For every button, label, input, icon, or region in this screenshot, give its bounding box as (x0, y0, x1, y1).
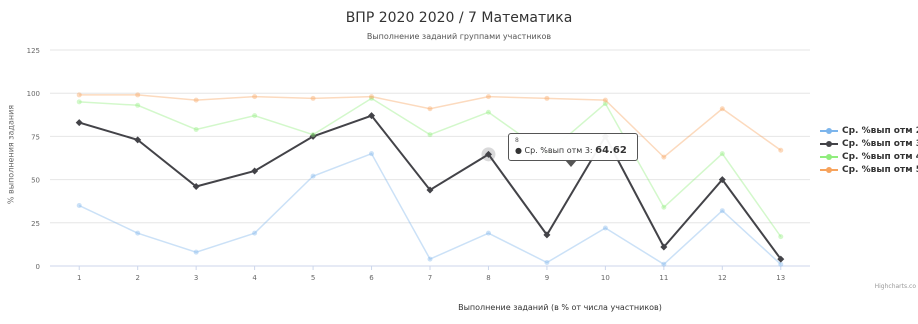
data-point (719, 106, 725, 112)
data-point (369, 94, 375, 100)
data-point (778, 234, 784, 240)
tooltip-label: Ср. %вып отм 3: (524, 146, 593, 155)
data-point (368, 112, 376, 120)
data-point (602, 101, 608, 107)
legend-label: Ср. %вып отм 2 (842, 125, 918, 136)
legend-item-4[interactable]: Ср. %вып отм 5 (820, 163, 918, 176)
data-point (543, 231, 551, 239)
data-point (192, 183, 200, 191)
data-point (252, 94, 258, 100)
x-tick-label: 5 (311, 274, 315, 282)
data-point (427, 256, 433, 262)
legend-label: Ср. %вып отм 3 (842, 138, 918, 149)
legend-item-2[interactable]: Ср. %вып отм 3 (820, 137, 918, 150)
data-point (719, 151, 725, 157)
legend-marker-icon (820, 139, 838, 149)
data-point (718, 176, 726, 184)
data-point (427, 132, 433, 138)
data-point (778, 261, 784, 267)
data-point (544, 95, 550, 101)
data-point (75, 119, 83, 127)
x-tick-label: 6 (369, 274, 374, 282)
data-point (193, 126, 199, 132)
legend-marker-icon (820, 165, 838, 175)
data-point (485, 230, 491, 236)
data-point (485, 109, 491, 115)
data-point (134, 136, 142, 144)
y-tick-label: 100 (27, 90, 40, 98)
data-point (369, 151, 375, 157)
data-point (76, 99, 82, 105)
data-point (310, 132, 316, 138)
data-point (310, 95, 316, 101)
data-point (719, 208, 725, 214)
data-point (310, 173, 316, 179)
legend-marker-icon (820, 126, 838, 136)
x-tick-label: 12 (718, 274, 727, 282)
data-point (427, 106, 433, 112)
data-point (369, 95, 375, 101)
data-point (309, 132, 317, 140)
tooltip-value: 64.62 (595, 145, 627, 156)
data-point (76, 203, 82, 209)
legend-marker-icon (820, 152, 838, 162)
x-tick-label: 10 (601, 274, 610, 282)
tooltip-row: ● Ср. %вып отм 3: 64.62 (515, 145, 631, 157)
data-point (660, 243, 668, 251)
y-tick-label: 50 (31, 177, 40, 185)
data-point (76, 92, 82, 98)
data-point (426, 186, 434, 194)
data-point (661, 204, 667, 210)
data-point (602, 97, 608, 103)
data-point (778, 147, 784, 153)
data-point (777, 255, 785, 263)
legend-item-3[interactable]: Ср. %вып отм 4 (820, 150, 918, 163)
tooltip-x: 8 (515, 137, 519, 144)
x-tick-label: 13 (776, 274, 785, 282)
y-tick-label: 0 (36, 263, 40, 271)
data-point (661, 154, 667, 160)
chart-title: ВПР 2020 2020 / 7 Математика (345, 10, 573, 26)
x-tick-label: 9 (545, 274, 549, 282)
data-point (135, 92, 141, 98)
series-line-1 (78, 152, 782, 266)
data-point (193, 249, 199, 255)
y-tick-label: 25 (31, 220, 40, 228)
x-tick-label: 4 (252, 274, 257, 282)
x-tick-label: 7 (428, 274, 432, 282)
x-axis-label: Выполнение заданий (в % от числа участни… (458, 303, 662, 312)
series-line-4 (79, 94, 782, 159)
legend-label: Ср. %вып отм 4 (842, 151, 918, 162)
legend: Ср. %вып отм 2 Ср. %вып отм 3 Ср. %вып отм… (820, 124, 918, 176)
data-point (135, 102, 141, 108)
legend-label: Ср. %вып отм 5 (842, 164, 918, 175)
data-point (544, 260, 550, 266)
x-tick-label: 8 (486, 274, 490, 282)
data-point (252, 230, 258, 236)
x-tick-label: 11 (659, 274, 668, 282)
y-tick-label: 125 (27, 47, 40, 55)
data-point (484, 150, 492, 158)
data-point (135, 230, 141, 236)
tooltip: 8 ● Ср. %вып отм 3: 64.62 (508, 133, 638, 167)
hover-halo (481, 147, 496, 162)
data-point (602, 225, 608, 231)
data-point (661, 261, 667, 267)
chart-subtitle: Выполнение заданий группами участников (366, 32, 552, 41)
legend-item-1[interactable]: Ср. %вып отм 2 (820, 124, 918, 137)
series-line-3 (79, 97, 782, 238)
y-tick-label: 75 (31, 133, 40, 141)
tooltip-bullet-icon: ● (515, 146, 522, 155)
data-point (193, 97, 199, 103)
x-tick-label: 1 (77, 274, 81, 282)
data-point (252, 113, 258, 119)
x-tick-label: 2 (135, 274, 139, 282)
credits-link[interactable]: Highcharts.co (874, 283, 916, 290)
data-point (251, 167, 259, 175)
data-point (485, 94, 491, 100)
x-tick-label: 3 (194, 274, 198, 282)
